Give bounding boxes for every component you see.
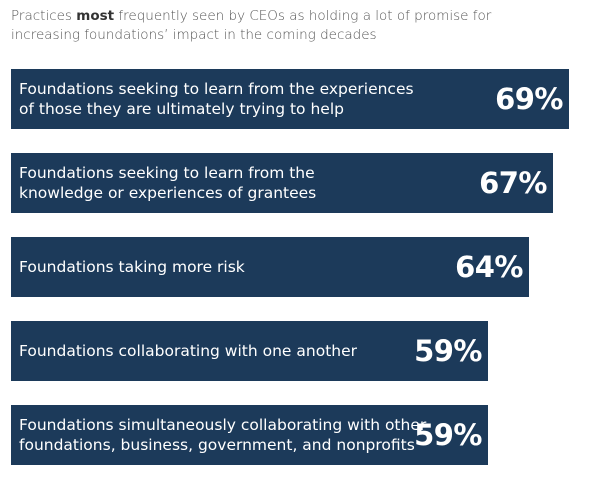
bar-1: Foundations seeking to learn from the ex… — [11, 69, 569, 129]
bar-2: Foundations seeking to learn from the kn… — [11, 153, 553, 213]
bar-5: Foundations simultaneously collaborating… — [11, 405, 488, 465]
bar-value-3: 64% — [455, 250, 523, 284]
bar-label-5: Foundations simultaneously collaborating… — [19, 416, 427, 454]
bar-value-2: 67% — [479, 166, 547, 200]
title-rest: frequently seen by CEOs as holding a lot… — [114, 8, 492, 24]
bar-value-1: 69% — [495, 82, 563, 116]
bar-3: Foundations taking more risk 64% — [11, 237, 529, 297]
bar-chart: Foundations seeking to learn from the ex… — [11, 69, 586, 469]
bar-label-3: Foundations taking more risk — [19, 258, 245, 276]
bar-label-1: Foundations seeking to learn from the ex… — [19, 80, 414, 118]
bar-value-5: 59% — [414, 418, 482, 452]
title-prefix: Practices — [11, 8, 77, 24]
bar-value-4: 59% — [414, 334, 482, 368]
bar-4: Foundations collaborating with one anoth… — [11, 321, 488, 381]
title-emphasis: most — [76, 8, 115, 24]
bar-label-4: Foundations collaborating with one anoth… — [19, 342, 358, 360]
bar-label-2: Foundations seeking to learn from the kn… — [19, 164, 317, 202]
title-line2: increasing foundations’ impact in the co… — [11, 27, 377, 43]
chart-title: Practices most frequently seen by CEOs a… — [11, 7, 581, 45]
